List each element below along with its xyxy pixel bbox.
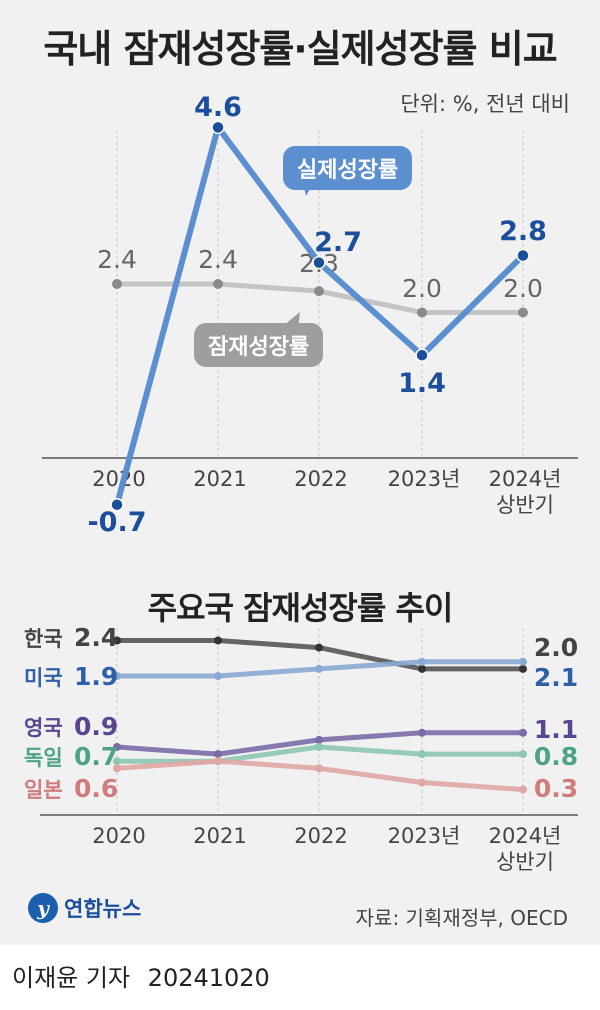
legend-potential-bubble: 잠재성장률 <box>194 323 324 367</box>
x-tick-label: 2022 <box>294 467 347 491</box>
credit: 이재윤 기자 20241020 <box>12 958 270 993</box>
country-name-label: 미국 <box>24 666 63 690</box>
real-data-label: 2.7 <box>314 227 362 258</box>
x-tick-label: 상반기 <box>496 850 554 874</box>
x-tick-label: 2024년 <box>489 824 562 848</box>
x-tick-label: 2021 <box>193 824 246 848</box>
country-point <box>113 764 121 773</box>
potential-point <box>417 307 427 318</box>
country-end-value: 0.8 <box>534 742 578 771</box>
credit-author: 이재윤 기자 <box>12 964 131 992</box>
source-label: 자료: 기획재정부, OECD <box>355 906 568 930</box>
country-point <box>418 778 426 787</box>
country-point <box>418 750 426 759</box>
country-point <box>519 728 527 737</box>
country-point <box>113 636 121 645</box>
country-point <box>519 785 527 794</box>
potential-point <box>112 279 122 289</box>
logo: y 연합뉴스 <box>28 893 141 923</box>
x-tick-label: 2020 <box>92 824 145 848</box>
real-data-label: 4.6 <box>194 92 242 123</box>
country-point <box>519 664 527 673</box>
real-data-label: -0.7 <box>87 507 146 538</box>
country-point <box>418 657 426 666</box>
real-point <box>312 255 326 270</box>
real-point <box>211 120 225 135</box>
real-point <box>415 348 429 362</box>
country-start-value: 1.9 <box>74 662 118 691</box>
chart-canvas: 2020202120222023년2024년상반기2.42.42.32.02.0… <box>24 92 578 874</box>
potential-data-label: 2.0 <box>503 274 543 303</box>
real-data-label: 1.4 <box>398 368 446 399</box>
country-start-value: 0.6 <box>74 774 118 803</box>
yonhap-logo-icon: y <box>28 893 58 923</box>
country-point <box>315 735 323 744</box>
country-point <box>315 643 323 652</box>
x-tick-label: 2023년 <box>388 824 461 848</box>
unit-label: 단위: %, 전년 대비 <box>400 92 570 116</box>
country-name-label: 한국 <box>24 627 63 651</box>
country-start-value: 0.7 <box>74 742 118 771</box>
potential-point <box>314 286 324 297</box>
country-end-value: 2.0 <box>534 633 578 662</box>
logo-text: 연합뉴스 <box>64 897 142 921</box>
country-point <box>214 636 222 645</box>
country-start-value: 0.9 <box>74 712 118 741</box>
potential-data-label: 2.0 <box>402 274 442 303</box>
potential-point <box>213 279 223 289</box>
x-tick-label: 2021 <box>193 467 246 491</box>
potential-data-label: 2.4 <box>198 245 238 274</box>
country-name-label: 영국 <box>24 716 63 740</box>
legend-real-bubble: 실제성장률 <box>283 146 413 190</box>
potential-point <box>518 307 528 318</box>
country-start-value: 2.4 <box>74 623 118 652</box>
country-point <box>315 743 323 751</box>
x-tick-label: 상반기 <box>496 493 554 517</box>
country-end-value: 2.1 <box>534 663 578 692</box>
country-name-label: 독일 <box>24 746 63 770</box>
subtitle: 주요국 잠재성장률 추이 <box>147 589 454 627</box>
country-point <box>315 664 323 673</box>
real-point <box>110 497 124 512</box>
potential-data-label: 2.4 <box>97 245 137 274</box>
country-end-value: 0.3 <box>534 774 578 803</box>
country-point <box>214 757 222 766</box>
x-tick-label: 2022 <box>294 824 347 848</box>
x-tick-label: 2023년 <box>388 467 461 491</box>
x-tick-label: 2024년 <box>489 467 562 491</box>
real-point <box>516 248 530 263</box>
country-name-label: 일본 <box>24 778 63 802</box>
country-point <box>315 764 323 773</box>
country-point <box>418 664 426 673</box>
page-title: 국내 잠재성장률·실제성장률 비교 <box>43 27 557 71</box>
credit-date: 20241020 <box>147 964 270 992</box>
country-point <box>418 728 426 737</box>
country-point <box>113 672 121 680</box>
country-end-value: 1.1 <box>534 715 578 744</box>
country-point <box>519 750 527 759</box>
country-point <box>214 750 222 759</box>
country-point <box>519 657 527 666</box>
country-point <box>113 743 121 751</box>
country-point <box>113 757 121 766</box>
real-data-label: 2.8 <box>499 216 547 247</box>
country-point <box>214 672 222 680</box>
